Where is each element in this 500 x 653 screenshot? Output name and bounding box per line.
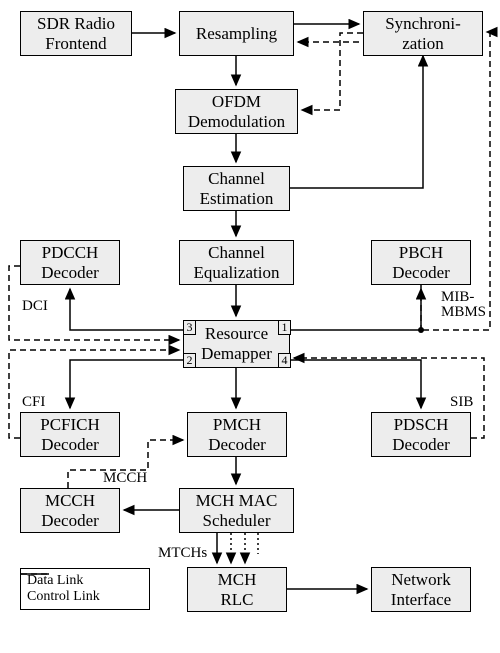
node-network-interface: NetworkInterface [371, 567, 471, 612]
node-mch-mac: MCH MACScheduler [179, 488, 294, 533]
label-mtchs: MTCHs [158, 545, 207, 562]
node-sync: Synchroni-zation [363, 11, 483, 56]
node-ofdm-label: OFDMDemodulation [188, 92, 285, 131]
node-chest-label: ChannelEstimation [200, 169, 274, 208]
node-pdsch: PDSCHDecoder [371, 412, 471, 457]
legend: Data Link Control Link [20, 568, 150, 610]
port-1: 1 [278, 320, 291, 335]
node-sync-label: Synchroni-zation [385, 14, 461, 53]
label-sib: SIB [450, 394, 473, 411]
node-channel-equalization: ChannelEqualization [179, 240, 294, 285]
legend-control-link-label: Control Link [27, 589, 100, 605]
node-pcfich: PCFICHDecoder [20, 412, 120, 457]
node-resource-demapper: ResourceDemapper [183, 320, 290, 368]
label-mib-mbms: MIB-MBMS [441, 290, 486, 320]
node-channel-estimation: ChannelEstimation [183, 166, 290, 211]
node-pmch: PMCHDecoder [187, 412, 287, 457]
node-resampling: Resampling [179, 11, 294, 56]
node-mcch: MCCHDecoder [20, 488, 120, 533]
legend-control-link: Control Link [27, 589, 143, 605]
node-pmch-label: PMCHDecoder [208, 415, 266, 454]
node-pbch-label: PBCHDecoder [392, 243, 450, 282]
node-pdcch: PDCCHDecoder [20, 240, 120, 285]
node-mchmac-label: MCH MACScheduler [196, 491, 278, 530]
node-pbch: PBCHDecoder [371, 240, 471, 285]
port-3: 3 [183, 320, 196, 335]
label-dci: DCI [22, 298, 48, 315]
node-sdr: SDR RadioFrontend [20, 11, 132, 56]
node-mchrlc-label: MCHRLC [218, 570, 257, 609]
node-ofdm: OFDMDemodulation [175, 89, 298, 134]
port-2: 2 [183, 353, 196, 368]
port-4: 4 [278, 353, 291, 368]
label-mcch: MCCH [103, 470, 147, 487]
node-cheq-label: ChannelEqualization [194, 243, 280, 282]
label-cfi: CFI [22, 394, 45, 411]
node-resamp-label: Resampling [196, 24, 277, 44]
node-pdcch-label: PDCCHDecoder [41, 243, 99, 282]
node-demap-label: ResourceDemapper [201, 324, 272, 363]
node-pdsch-label: PDSCHDecoder [392, 415, 450, 454]
node-mcch-label: MCCHDecoder [41, 491, 99, 530]
diagram-canvas: SDR RadioFrontend Resampling Synchroni-z… [0, 0, 500, 653]
node-mch-rlc: MCHRLC [187, 567, 287, 612]
node-pcfich-label: PCFICHDecoder [40, 415, 100, 454]
node-sdr-label: SDR RadioFrontend [37, 14, 115, 53]
node-netif-label: NetworkInterface [391, 570, 451, 609]
